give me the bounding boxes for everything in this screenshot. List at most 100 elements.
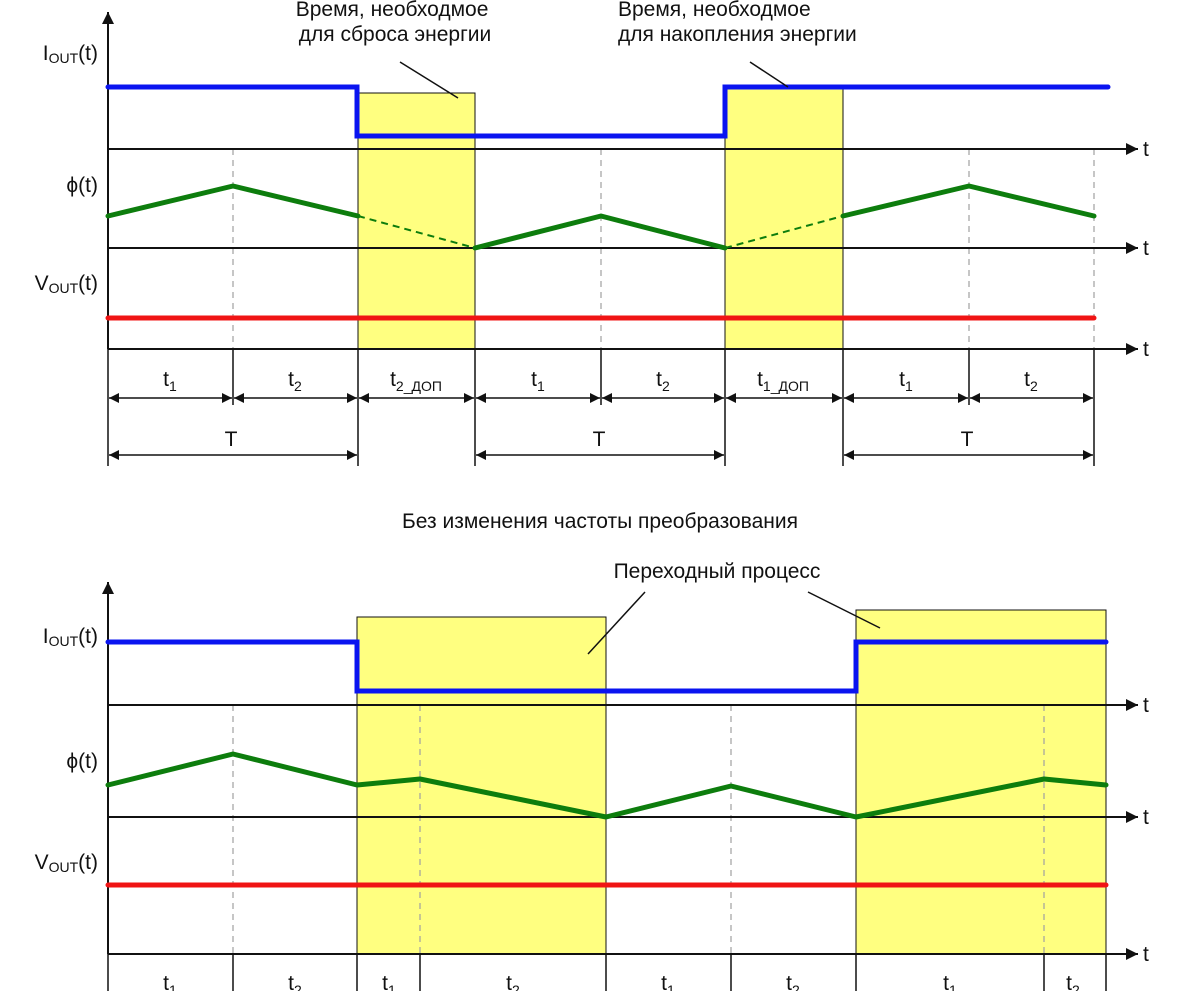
bottom-voltage-label-sub: OUT [49, 859, 79, 875]
top-annotation-right: Время, необходмое для накопления энергии [618, 0, 857, 46]
bottom-t-label-1: t [1143, 694, 1149, 717]
top-interval-4-main: t [531, 368, 537, 391]
top-period-label-2: T [593, 428, 606, 451]
bottom-interval-7-main: t [943, 972, 949, 991]
top-interval-6-sub: 1_ДОП [763, 378, 809, 394]
bottom-interval-label-4: t2 [506, 972, 520, 991]
bottom-interval-4-main: t [506, 972, 512, 991]
top-annotation-left-line-2: для сброса энергии [299, 23, 491, 46]
top-voltage-label-tail: (t) [78, 272, 98, 295]
top-interval-label-7: t1 [899, 368, 913, 394]
bottom-interval-3-main: t [382, 972, 388, 991]
bottom-current-label: IOUT(t) [43, 625, 98, 649]
top-period-label-1: T [225, 428, 238, 451]
bottom-interval-label-5: t1 [661, 972, 675, 991]
top-interval-5-sub: 2 [662, 378, 670, 394]
top-interval-8-main: t [1024, 368, 1030, 391]
bottom-annotation-leader-right [807, 591, 881, 629]
bottom-interval-label-7: t1 [943, 972, 957, 991]
top-interval-3-sub: 2_ДОП [396, 378, 442, 394]
bottom-interval-label-3: t1 [382, 972, 396, 991]
top-annotation-leader-left [399, 61, 459, 99]
top-interval-3-main: t [390, 368, 396, 391]
bottom-interval-label-6: t2 [786, 972, 800, 991]
top-interval-1-main: t [163, 368, 169, 391]
bottom-interval-8-sub: 2 [1072, 982, 1080, 991]
top-annotation-right-line-1: Время, необходмое [618, 0, 811, 21]
top-interval-label-3: t2_ДОП [390, 368, 442, 394]
top-interval-1-sub: 1 [169, 378, 177, 394]
top-interval-8-sub: 2 [1030, 378, 1038, 394]
top-current-trace [105, 84, 1111, 139]
bottom-interval-6-sub: 2 [792, 982, 800, 991]
top-interval-label-6: t1_ДОП [757, 368, 809, 394]
top-interval-label-5: t2 [656, 368, 670, 394]
top-interval-7-sub: 1 [905, 378, 913, 394]
bottom-current-label-tail: (t) [78, 625, 98, 648]
bottom-interval-5-sub: 1 [667, 982, 675, 991]
bottom-t-label-3: t [1143, 943, 1149, 966]
top-interval-2-main: t [288, 368, 294, 391]
top-annotation-left-line-1: Время, необходмое [296, 0, 489, 21]
top-annotation-leader-right [749, 61, 789, 88]
top-interval-ticks [107, 349, 1095, 466]
bottom-annotation-leader-left [587, 591, 646, 655]
top-interval-label-2: t2 [288, 368, 302, 394]
top-current-label-sub: OUT [49, 50, 79, 66]
top-interval-5-main: t [656, 368, 662, 391]
top-interval-label-4: t1 [531, 368, 545, 394]
bottom-interval-2-sub: 2 [294, 982, 302, 991]
bottom-interval-ticks [107, 954, 1107, 991]
bottom-interval-label-1: t1 [163, 972, 177, 991]
top-flux-reset-dashed [357, 215, 476, 249]
top-voltage-label-main: V [35, 272, 49, 295]
bottom-voltage-label: VOUT(t) [35, 851, 98, 875]
top-interval-6-main: t [757, 368, 763, 391]
bottom-voltage-label-tail: (t) [78, 851, 98, 874]
top-flux-trace-1 [105, 183, 361, 219]
bottom-annotation: Переходный процесс [614, 560, 821, 583]
transient-highlight-1 [356, 616, 607, 955]
bottom-interval-6-main: t [786, 972, 792, 991]
bottom-diagram: Переходный процесс IOUT(t) ϕ(t) VOUT(t) … [35, 560, 1149, 991]
bottom-interval-5-main: t [661, 972, 667, 991]
bottom-current-label-main: I [43, 625, 49, 648]
bottom-interval-1-sub: 1 [169, 982, 177, 991]
top-flux-trace-3 [840, 183, 1097, 219]
bottom-interval-3-sub: 1 [388, 982, 396, 991]
bottom-voltage-label-main: V [35, 851, 49, 874]
bottom-interval-4-sub: 2 [512, 982, 520, 991]
top-interval-label-8: t2 [1024, 368, 1038, 394]
bottom-interval-2-main: t [288, 972, 294, 991]
top-voltage-label: VOUT(t) [35, 272, 98, 296]
top-interval-label-1: t1 [163, 368, 177, 394]
bottom-current-trace [105, 639, 1109, 694]
bottom-interval-7-sub: 1 [949, 982, 957, 991]
top-current-label: IOUT(t) [43, 42, 98, 66]
top-flux-label: ϕ(t) [66, 174, 98, 197]
top-period-label-3: T [961, 428, 974, 451]
top-t-label-2: t [1143, 237, 1149, 260]
accumulate-time-highlight [724, 86, 844, 350]
top-interval-7-main: t [899, 368, 905, 391]
top-current-label-tail: (t) [78, 42, 98, 65]
top-current-label-main: I [43, 42, 49, 65]
top-interval-4-sub: 1 [537, 378, 545, 394]
caption: Без изменения частоты преобразования [402, 510, 798, 533]
top-annotation-left: Время, необходмое для сброса энергии [296, 0, 495, 46]
bottom-interval-1-main: t [163, 972, 169, 991]
top-flux-trace-2 [472, 213, 728, 251]
bottom-current-label-sub: OUT [49, 633, 79, 649]
bottom-flux-label: ϕ(t) [66, 750, 98, 773]
bottom-t-label-2: t [1143, 806, 1149, 829]
bottom-interval-label-2: t2 [288, 972, 302, 991]
top-flux-accumulate-dashed [724, 215, 844, 249]
bottom-flux-trace [105, 751, 1109, 820]
bottom-guides [232, 705, 1045, 954]
top-diagram: Время, необходмое для сброса энергии Вре… [35, 0, 1149, 466]
top-t-label-1: t [1143, 138, 1149, 161]
bottom-interval-8-main: t [1066, 972, 1072, 991]
top-interval-2-sub: 2 [294, 378, 302, 394]
top-voltage-label-sub: OUT [49, 280, 79, 296]
